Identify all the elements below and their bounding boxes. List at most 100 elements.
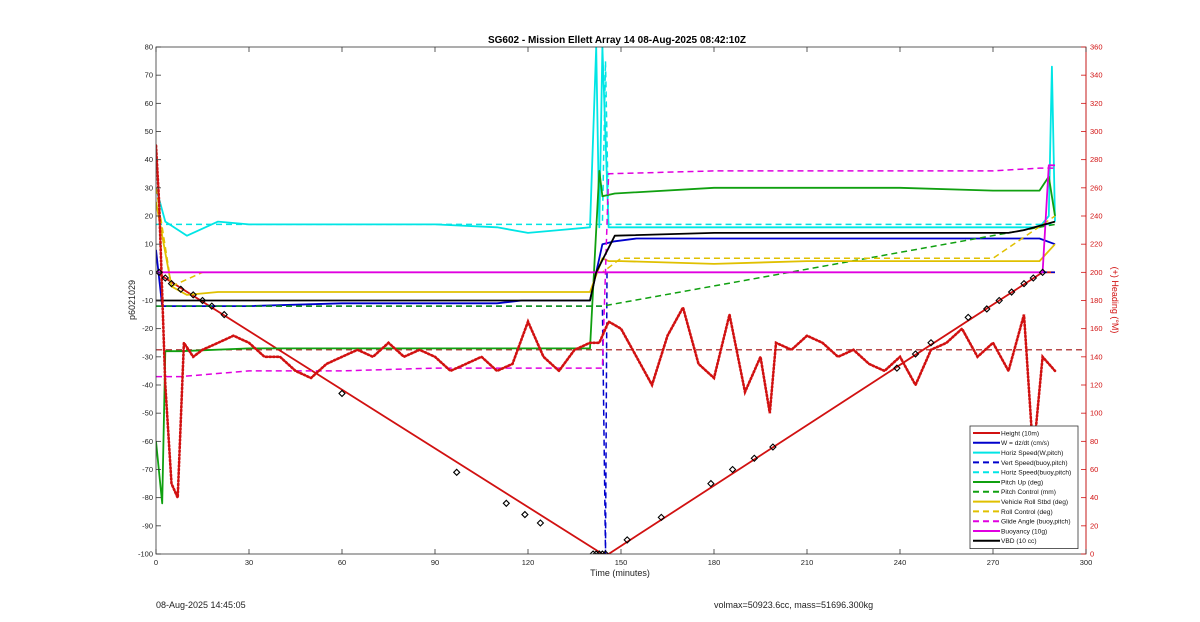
y-tick-label: 60 [145,99,153,108]
height-marker [156,268,163,277]
y2-tick-label: 160 [1090,324,1103,333]
y2-tick-label: 360 [1090,43,1103,52]
height-marker [338,389,346,398]
footer-volmax-mass: volmax=50923.6cc, mass=51696.300kg [714,600,874,610]
x-tick-label: 30 [245,558,253,567]
height-marker [601,550,610,554]
y-tick-label: -100 [138,550,153,559]
height-marker [1038,268,1047,277]
y-tick-label: 30 [145,183,153,192]
y2-tick-label: 0 [1090,550,1094,559]
height-marker [167,279,176,288]
x-tick-label: 270 [987,558,1000,567]
legend-item: Height (10m) [1001,430,1039,437]
y-tick-label: 20 [145,212,153,221]
legend-box [969,425,1079,549]
y2-tick-label: 220 [1090,240,1103,249]
height-marker [177,285,185,294]
y2-tick-label: 280 [1090,155,1103,164]
y-tick-label: 80 [145,43,153,52]
height-marker [589,550,597,554]
legend-item: Horiz Speed(W,pitch) [1001,450,1063,457]
x-tick-label: 300 [1080,558,1093,567]
legend-item: Pitch Control (mm) [1001,489,1056,496]
legend-item: Glide Angle (buoy,pitch) [1001,519,1071,526]
legend-item: Buoyancy (10g) [1001,528,1047,535]
y-tick-label: 10 [145,240,153,249]
y-tick-label: 70 [145,71,153,80]
legend-item: Roll Control (deg) [1001,509,1053,516]
height-marker [657,513,666,522]
footer-timestamp: 08-Aug-2025 14:45:05 [156,600,246,610]
x-tick-label: 60 [338,558,346,567]
legend-item: Pitch Up (deg) [1001,479,1043,486]
x-tick-label: 90 [431,558,439,567]
y2-axis-label: (+) Heading (°M) [1110,267,1120,334]
y2-tick-label: 140 [1090,352,1103,361]
y-tick-label: -70 [142,465,153,474]
plot-area [156,47,1086,554]
height-marker [189,291,197,299]
series-line-10 [156,164,1055,274]
x-tick-label: 240 [894,558,907,567]
height-marker [750,454,759,463]
x-axis-label: Time (minutes) [590,568,650,578]
height-marker [220,310,228,319]
y-tick-label: 0 [149,268,153,277]
height-marker [911,350,920,358]
height-marker [728,465,737,474]
height-marker [592,550,600,554]
height-marker [595,550,604,554]
height-marker [598,550,607,554]
height-marker [1020,279,1028,288]
x-tick-label: 0 [154,558,158,567]
y-tick-label: 50 [145,127,153,136]
y2-tick-label: 240 [1090,212,1103,221]
height-marker [521,510,529,519]
height-marker [623,536,631,544]
series-line-6 [156,223,1056,307]
y-axis-label: p6021029 [127,280,137,320]
legend-item: W = dz/dt (cm/s) [1001,440,1049,447]
y-tick-label: -80 [142,493,153,502]
legend-item: VBD (10 cc) [1001,538,1037,545]
series-line-5 [156,169,1056,505]
y-tick-label: -20 [142,324,153,333]
y2-tick-label: 260 [1090,183,1103,192]
height-marker [893,364,901,372]
height-marker [502,499,511,508]
series-line-4 [156,60,1055,226]
y2-tick-label: 20 [1090,521,1098,530]
height-marker [995,296,1003,305]
height-marker [1029,274,1038,282]
y2-tick-label: 300 [1090,127,1103,136]
y2-tick-label: 320 [1090,99,1103,108]
legend-item: Horiz Speed(buoy,pitch) [1001,470,1071,477]
y2-tick-label: 40 [1090,493,1098,502]
y2-tick-label: 180 [1090,296,1103,305]
y2-tick-label: 200 [1090,268,1103,277]
height-marker [927,338,935,347]
series-line-11 [156,220,1056,302]
height-marker [769,443,777,451]
x-tick-label: 120 [522,558,535,567]
height-marker [536,519,545,527]
y2-tick-label: 120 [1090,381,1103,390]
series-line-3 [156,271,1055,554]
height-marker [452,468,461,477]
y2-tick-label: 100 [1090,409,1103,418]
series-line-2 [156,47,1056,237]
height-marker [964,313,972,322]
height-marker [198,296,207,305]
y-tick-label: -40 [142,381,153,390]
y2-tick-label: 80 [1090,437,1098,446]
height-marker [707,479,715,488]
height-marker [161,274,170,282]
y-tick-label: -10 [142,296,153,305]
legend-item: Vehicle Roll Stbd (deg) [1001,499,1068,506]
x-tick-label: 150 [615,558,628,567]
y2-tick-label: 60 [1090,465,1098,474]
legend-item: Vert Speed(buoy,pitch) [1001,460,1068,467]
y-tick-label: -50 [142,409,153,418]
